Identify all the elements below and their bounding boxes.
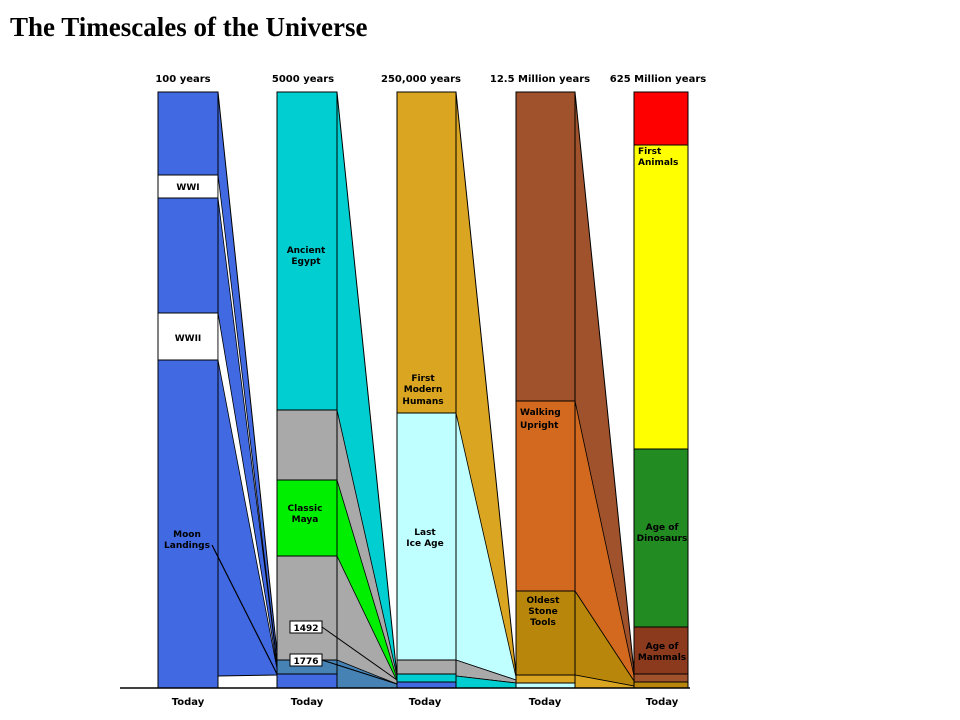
event-label-humans: Humans bbox=[402, 397, 443, 407]
page-title: The Timescales of the Universe bbox=[10, 12, 368, 42]
event-label-landings: Landings bbox=[164, 541, 210, 551]
event-label-modern: Modern bbox=[404, 385, 443, 395]
segment-gray bbox=[396, 659, 457, 675]
segment-gray-lower bbox=[276, 555, 338, 661]
event-label-classic: Classic bbox=[288, 504, 323, 514]
today-label: Today bbox=[172, 697, 205, 708]
event-label-1776: 1776 bbox=[293, 657, 318, 667]
event-label-mammals: Mammals bbox=[638, 653, 686, 663]
segment-gold bbox=[515, 674, 576, 684]
event-label-moon: Moon bbox=[173, 530, 201, 540]
event-label-first: First bbox=[411, 374, 435, 384]
bar-5000-years bbox=[276, 91, 338, 411]
event-label-last: Last bbox=[414, 528, 436, 538]
today-label: Today bbox=[291, 697, 324, 708]
bar-250000-years bbox=[396, 91, 457, 414]
event-label-upright: Upright bbox=[520, 421, 559, 431]
event-box-1776 bbox=[289, 653, 323, 667]
segment-last-ice-age bbox=[396, 412, 457, 661]
event-label-stone: Stone bbox=[528, 607, 557, 617]
segment-sienna-thin bbox=[633, 673, 689, 683]
event-label-animals: Animals bbox=[638, 158, 678, 168]
segment-red bbox=[633, 91, 689, 146]
event-label-tools: Tools bbox=[530, 618, 556, 628]
event-label-ice-age: Ice Age bbox=[406, 539, 443, 549]
segment-walking-upright bbox=[515, 400, 576, 592]
segment-age-of-mammals bbox=[633, 626, 689, 675]
segment-cyan bbox=[396, 673, 457, 683]
column-5000-years: 5000 years Ancient Egypt Classic Maya 14… bbox=[272, 74, 398, 708]
today-label: Today bbox=[529, 697, 562, 708]
event-label-first: First bbox=[638, 147, 662, 157]
column-span-label: 5000 years bbox=[272, 74, 334, 85]
event-label-age-of: Age of bbox=[646, 642, 679, 652]
segment-first-animals bbox=[633, 144, 689, 450]
column-250000-years: 250,000 years First Modern Humans Last I… bbox=[381, 74, 517, 708]
event-label-dinosaurs: Dinosaurs bbox=[637, 534, 688, 544]
event-label-walking: Walking bbox=[520, 408, 561, 418]
event-label-oldest: Oldest bbox=[527, 596, 561, 606]
event-label-ancient: Ancient bbox=[287, 246, 326, 256]
event-label-1492: 1492 bbox=[293, 624, 318, 634]
today-label: Today bbox=[646, 697, 679, 708]
event-label-wwi: WWI bbox=[176, 183, 199, 193]
column-span-label: 100 years bbox=[155, 74, 210, 85]
segment-dark-gold-thin bbox=[633, 681, 689, 689]
column-625-million-years: 625 Million years First Animals Age of D… bbox=[610, 74, 706, 708]
segment-gray-upper bbox=[276, 409, 338, 481]
column-span-label: 625 Million years bbox=[610, 74, 706, 85]
event-label-age-of: Age of bbox=[646, 523, 679, 533]
event-box-1492 bbox=[289, 620, 323, 634]
event-box-wwii bbox=[157, 312, 219, 361]
segment-age-of-dinosaurs bbox=[633, 448, 689, 628]
segment-blue-recent bbox=[396, 681, 457, 689]
column-100-years: 100 years WWI WWII Moon Landings Today bbox=[155, 74, 279, 708]
segment-classic-maya bbox=[276, 479, 338, 557]
pointer-1776 bbox=[321, 659, 398, 685]
pointer-1492 bbox=[321, 626, 398, 681]
bar-12-5-million-years bbox=[515, 91, 576, 402]
event-label-egypt: Egypt bbox=[291, 257, 321, 267]
column-span-label: 12.5 Million years bbox=[490, 74, 590, 85]
event-label-wwii: WWII bbox=[175, 334, 202, 344]
event-label-maya: Maya bbox=[292, 515, 319, 525]
moon-landings-pointer bbox=[211, 544, 279, 677]
segment-oldest-stone-tools bbox=[515, 590, 576, 676]
column-span-label: 250,000 years bbox=[381, 74, 461, 85]
today-label: Today bbox=[409, 697, 442, 708]
column-12-5-million-years: 12.5 Million years Walking Upright Oldes… bbox=[490, 74, 635, 708]
segment-blue-recent bbox=[276, 673, 338, 689]
